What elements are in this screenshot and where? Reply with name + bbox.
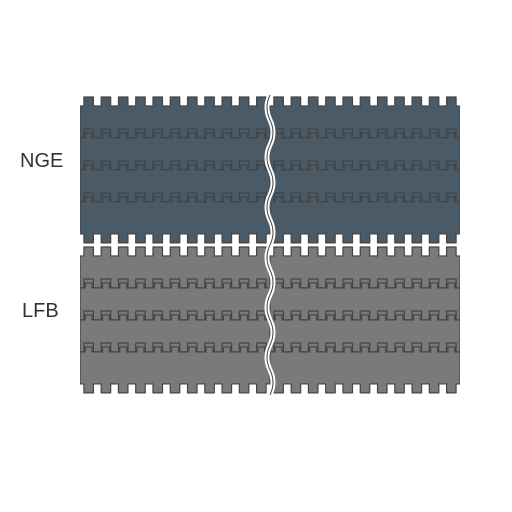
belt-nge-svg [80,95,460,245]
label-lfb: LFB [22,300,59,323]
belt-lfb [80,245,460,400]
belt-lfb-svg [80,245,460,395]
label-nge: NGE [20,150,63,173]
belt-nge [80,95,460,250]
